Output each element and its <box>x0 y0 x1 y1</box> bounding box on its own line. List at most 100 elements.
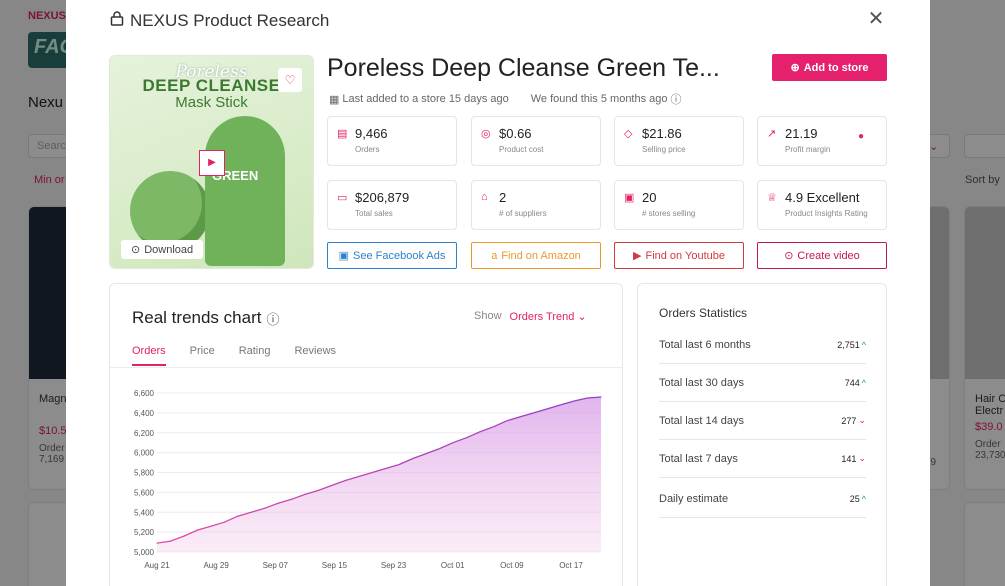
heart-icon[interactable]: ♡ <box>278 68 302 92</box>
show-selector[interactable]: Show Orders Trend ⌄ <box>474 310 587 323</box>
bg-sort[interactable]: Sort by <box>965 174 1000 186</box>
orders-stat-value: 25 <box>849 493 860 504</box>
orders-stat-row: Total last 30 days 744 ^ <box>659 364 866 402</box>
close-icon[interactable]: ✕ <box>867 8 885 30</box>
bg-card-title: Magn <box>39 393 67 405</box>
orders-stat-value-wrap: 277 ⌄ <box>841 415 866 426</box>
stat-label: Selling price <box>642 145 686 154</box>
find-on-amazon-button[interactable]: a Find on Amazon <box>471 242 601 269</box>
trends-panel: Real trends chart ⓘ Show Orders Trend ⌄ … <box>109 283 623 586</box>
bg-box[interactable] <box>964 134 1005 158</box>
youtube-icon: ▶ <box>633 250 642 262</box>
product-meta: ▦ Last added to a store 15 days ago We fo… <box>329 91 682 107</box>
bg-card-orders: 7,169 <box>39 454 65 465</box>
stat-label: Product Insights Rating <box>785 209 868 218</box>
orders-stat-label: Daily estimate <box>659 492 729 505</box>
trends-title: Real trends chart ⓘ <box>132 308 279 328</box>
add-to-store-button[interactable]: ⊕ Add to store <box>772 54 887 81</box>
stat-stores-selling: ▣ 20 # stores selling <box>614 180 744 230</box>
product-name: Poreless Deep Cleanse Green Te... <box>327 54 720 82</box>
data-point <box>506 420 508 422</box>
orders-stat-row: Total last 7 days 141 ⌄ <box>659 440 866 478</box>
data-point <box>223 521 225 523</box>
product-image[interactable]: Poreless DEEP CLEANSE Mask Stick GREEN ♡… <box>109 55 314 269</box>
orders-stat-value-wrap: 141 ⌄ <box>841 453 866 464</box>
data-point <box>371 471 373 474</box>
bg-card-number: 79 <box>925 457 937 468</box>
tab-reviews[interactable]: Reviews <box>294 345 337 357</box>
data-point <box>210 525 212 527</box>
lock-icon <box>110 10 124 31</box>
bg-card-price: $10.5 <box>39 425 67 437</box>
orders-stat-row: Daily estimate 25 ^ <box>659 480 866 518</box>
data-point <box>398 463 400 466</box>
play-icon[interactable]: ▶ <box>199 150 225 176</box>
data-point <box>264 507 266 509</box>
download-label: Download <box>144 243 194 256</box>
tab-orders[interactable]: Orders <box>132 345 166 366</box>
orders-statistics-title: Orders Statistics <box>659 306 748 320</box>
bg-filter[interactable]: Min or <box>34 174 65 186</box>
bg-card[interactable]: Hair C Electr $39.0 Order 23,730 <box>964 206 1005 490</box>
facebook-icon: ▣ <box>338 250 350 262</box>
trends-tabs: Orders Price Rating Reviews <box>132 345 336 366</box>
find-on-youtube-button[interactable]: ▶ Find on Youtube <box>614 242 744 269</box>
product-image-title: DEEP CLEANSE <box>142 76 281 95</box>
tab-price[interactable]: Price <box>189 345 215 357</box>
see-facebook-ads-button[interactable]: ▣ See Facebook Ads <box>327 242 457 269</box>
data-point <box>586 397 589 399</box>
orders-stat-value: 744 <box>844 377 860 388</box>
orders-line <box>156 396 602 544</box>
y-tick-label: 5,000 <box>134 548 155 557</box>
orders-stat-row: Total last 6 months 2,751 ^ <box>659 326 866 364</box>
trend-down-icon: ⌄ <box>858 453 866 463</box>
orders-area <box>157 397 601 552</box>
bg-card-title: Hair C Electr <box>975 393 1005 417</box>
stat-value: $0.66 <box>499 126 532 141</box>
tab-rating[interactable]: Rating <box>238 345 271 357</box>
data-point <box>344 479 346 482</box>
trends-title-text: Real trends chart <box>132 308 262 327</box>
video-icon: ⊙ <box>784 250 794 262</box>
info-icon: ⓘ <box>670 94 682 106</box>
data-point <box>479 431 481 433</box>
data-point <box>183 535 185 537</box>
data-point <box>465 437 468 439</box>
stat-value: $206,879 <box>355 190 410 205</box>
data-point <box>237 515 239 517</box>
y-tick-label: 6,400 <box>134 409 155 418</box>
x-tick-label: Oct 17 <box>559 561 583 570</box>
stat-profit-margin: ↗ 21.19 Profit margin ● <box>757 116 887 166</box>
y-tick-label: 5,600 <box>134 488 155 497</box>
create-video-button[interactable]: ⊙ Create video <box>757 242 887 269</box>
orders-stat-value: 141 <box>841 453 857 464</box>
y-tick-label: 5,200 <box>134 528 155 537</box>
x-tick-label: Oct 09 <box>500 561 524 570</box>
trend-up-icon: ^ <box>861 377 866 388</box>
store-icon: ▣ <box>624 192 635 204</box>
bg-card[interactable] <box>964 502 1005 586</box>
x-tick-label: Aug 29 <box>203 561 229 570</box>
y-tick-label: 5,800 <box>134 469 155 478</box>
orders-stat-label: Total last 30 days <box>659 376 744 389</box>
data-point <box>196 529 198 531</box>
info-icon[interactable]: ⓘ <box>266 311 280 327</box>
y-tick-label: 6,000 <box>134 449 155 458</box>
show-value: Orders Trend ⌄ <box>510 310 587 323</box>
x-tick-label: Sep 15 <box>322 561 348 570</box>
data-point <box>438 448 441 450</box>
trend-up-icon: ^ <box>861 339 866 350</box>
orders-statistics-panel: Orders Statistics Total last 6 months 2,… <box>637 283 887 586</box>
x-tick-label: Sep 07 <box>263 561 289 570</box>
y-tick-label: 5,400 <box>134 508 155 517</box>
stat-suppliers: ⌂ 2 # of suppliers <box>471 180 601 230</box>
tabs-divider <box>110 367 622 368</box>
product-image-subtitle: Mask Stick <box>175 94 248 111</box>
tag-icon: ◇ <box>624 128 633 140</box>
orders-stat-row: Total last 14 days 277 ⌄ <box>659 402 866 440</box>
product-cap-shape <box>130 171 210 251</box>
modal-header: NEXUS Product Research <box>110 10 329 31</box>
stat-value: 20 <box>642 190 657 205</box>
data-point <box>573 400 575 402</box>
download-button[interactable]: ⊙ Download <box>121 240 204 259</box>
